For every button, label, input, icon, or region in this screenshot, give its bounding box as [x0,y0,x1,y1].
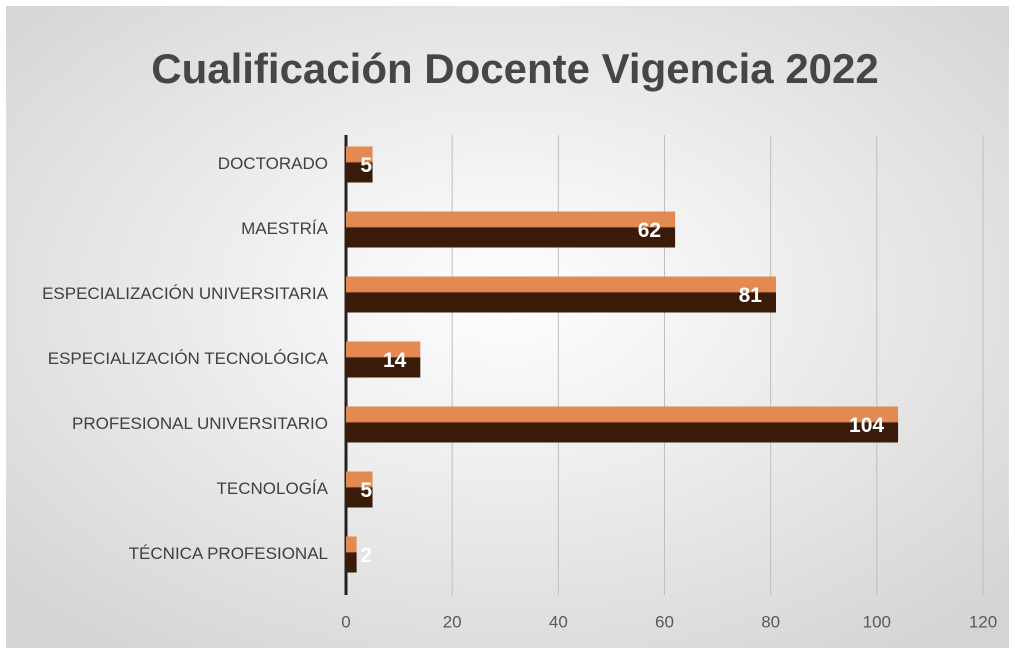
bar [346,406,899,443]
y-tick-label: TECNOLOGÍA [217,479,329,498]
data-label: 14 [383,349,407,372]
bar [346,276,776,313]
x-tick-label: 120 [969,612,997,631]
bar [346,341,421,378]
x-tick-label: 80 [761,612,780,631]
data-label: 5 [360,479,372,502]
x-tick-label: 0 [341,612,350,631]
y-tick-label: ESPECIALIZACIÓN UNIVERSITARIA [42,284,329,303]
background [6,6,1009,648]
bar [346,471,373,508]
x-tick-label: 20 [443,612,462,631]
data-label: 62 [638,219,661,242]
data-label: 104 [849,414,884,437]
y-tick-label: MAESTRÍA [241,219,329,238]
data-label: 2 [360,544,372,567]
data-label: 5 [360,154,372,177]
x-tick-label: 100 [863,612,891,631]
x-tick-label: 40 [549,612,568,631]
y-tick-label: TÉCNICA PROFESIONAL [129,544,328,563]
y-tick-label: DOCTORADO [218,154,328,173]
y-tick-label: ESPECIALIZACIÓN TECNOLÓGICA [48,349,329,368]
y-tick-label: PROFESIONAL UNIVERSITARIO [72,414,328,433]
x-tick-label: 60 [655,612,674,631]
chart-title: Cualificación Docente Vigencia 2022 [151,45,879,92]
bar [346,536,357,573]
bar [346,146,373,183]
bar [346,211,676,248]
data-label: 81 [739,284,763,307]
